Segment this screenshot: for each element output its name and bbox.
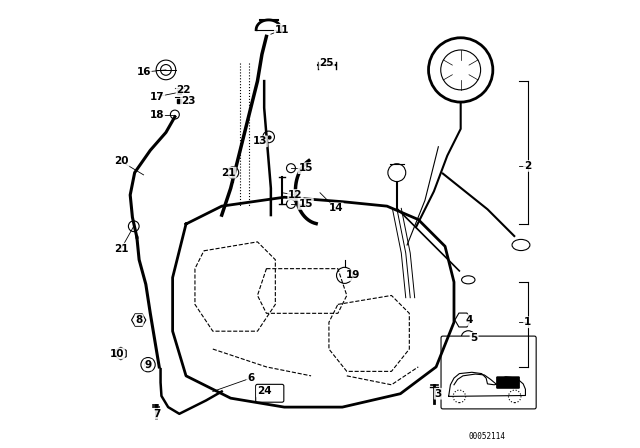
Text: 4: 4 [466,315,474,325]
Text: 16: 16 [136,67,151,77]
Text: 7: 7 [154,409,161,419]
Text: 13: 13 [252,136,267,146]
Text: 1: 1 [524,317,531,327]
Text: 6: 6 [247,373,255,383]
Text: 23: 23 [181,96,195,106]
Text: 21: 21 [221,168,236,178]
Text: 15: 15 [298,163,313,173]
Text: 3: 3 [435,389,442,399]
Text: 11: 11 [275,25,289,35]
FancyBboxPatch shape [497,377,520,388]
Text: 5: 5 [470,333,477,343]
FancyBboxPatch shape [256,384,284,402]
Text: 12: 12 [288,190,303,200]
Text: 24: 24 [257,387,271,396]
FancyBboxPatch shape [441,336,536,409]
Text: 18: 18 [150,110,164,120]
Text: 15: 15 [298,199,313,209]
Text: 20: 20 [114,156,129,167]
Text: 22: 22 [177,85,191,95]
Text: 10: 10 [109,349,124,358]
Text: 17: 17 [150,92,164,102]
Text: 00052114: 00052114 [469,431,506,440]
Text: 2: 2 [524,161,531,171]
Text: 19: 19 [346,270,361,280]
Text: 21: 21 [114,244,129,254]
Text: 8: 8 [136,315,143,325]
Text: 25: 25 [319,58,334,68]
Text: 9: 9 [145,360,152,370]
Text: 14: 14 [328,203,343,213]
